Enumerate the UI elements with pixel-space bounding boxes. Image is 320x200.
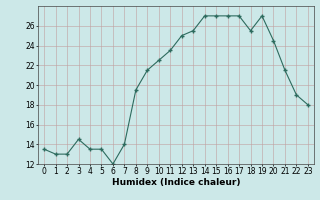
- X-axis label: Humidex (Indice chaleur): Humidex (Indice chaleur): [112, 178, 240, 187]
